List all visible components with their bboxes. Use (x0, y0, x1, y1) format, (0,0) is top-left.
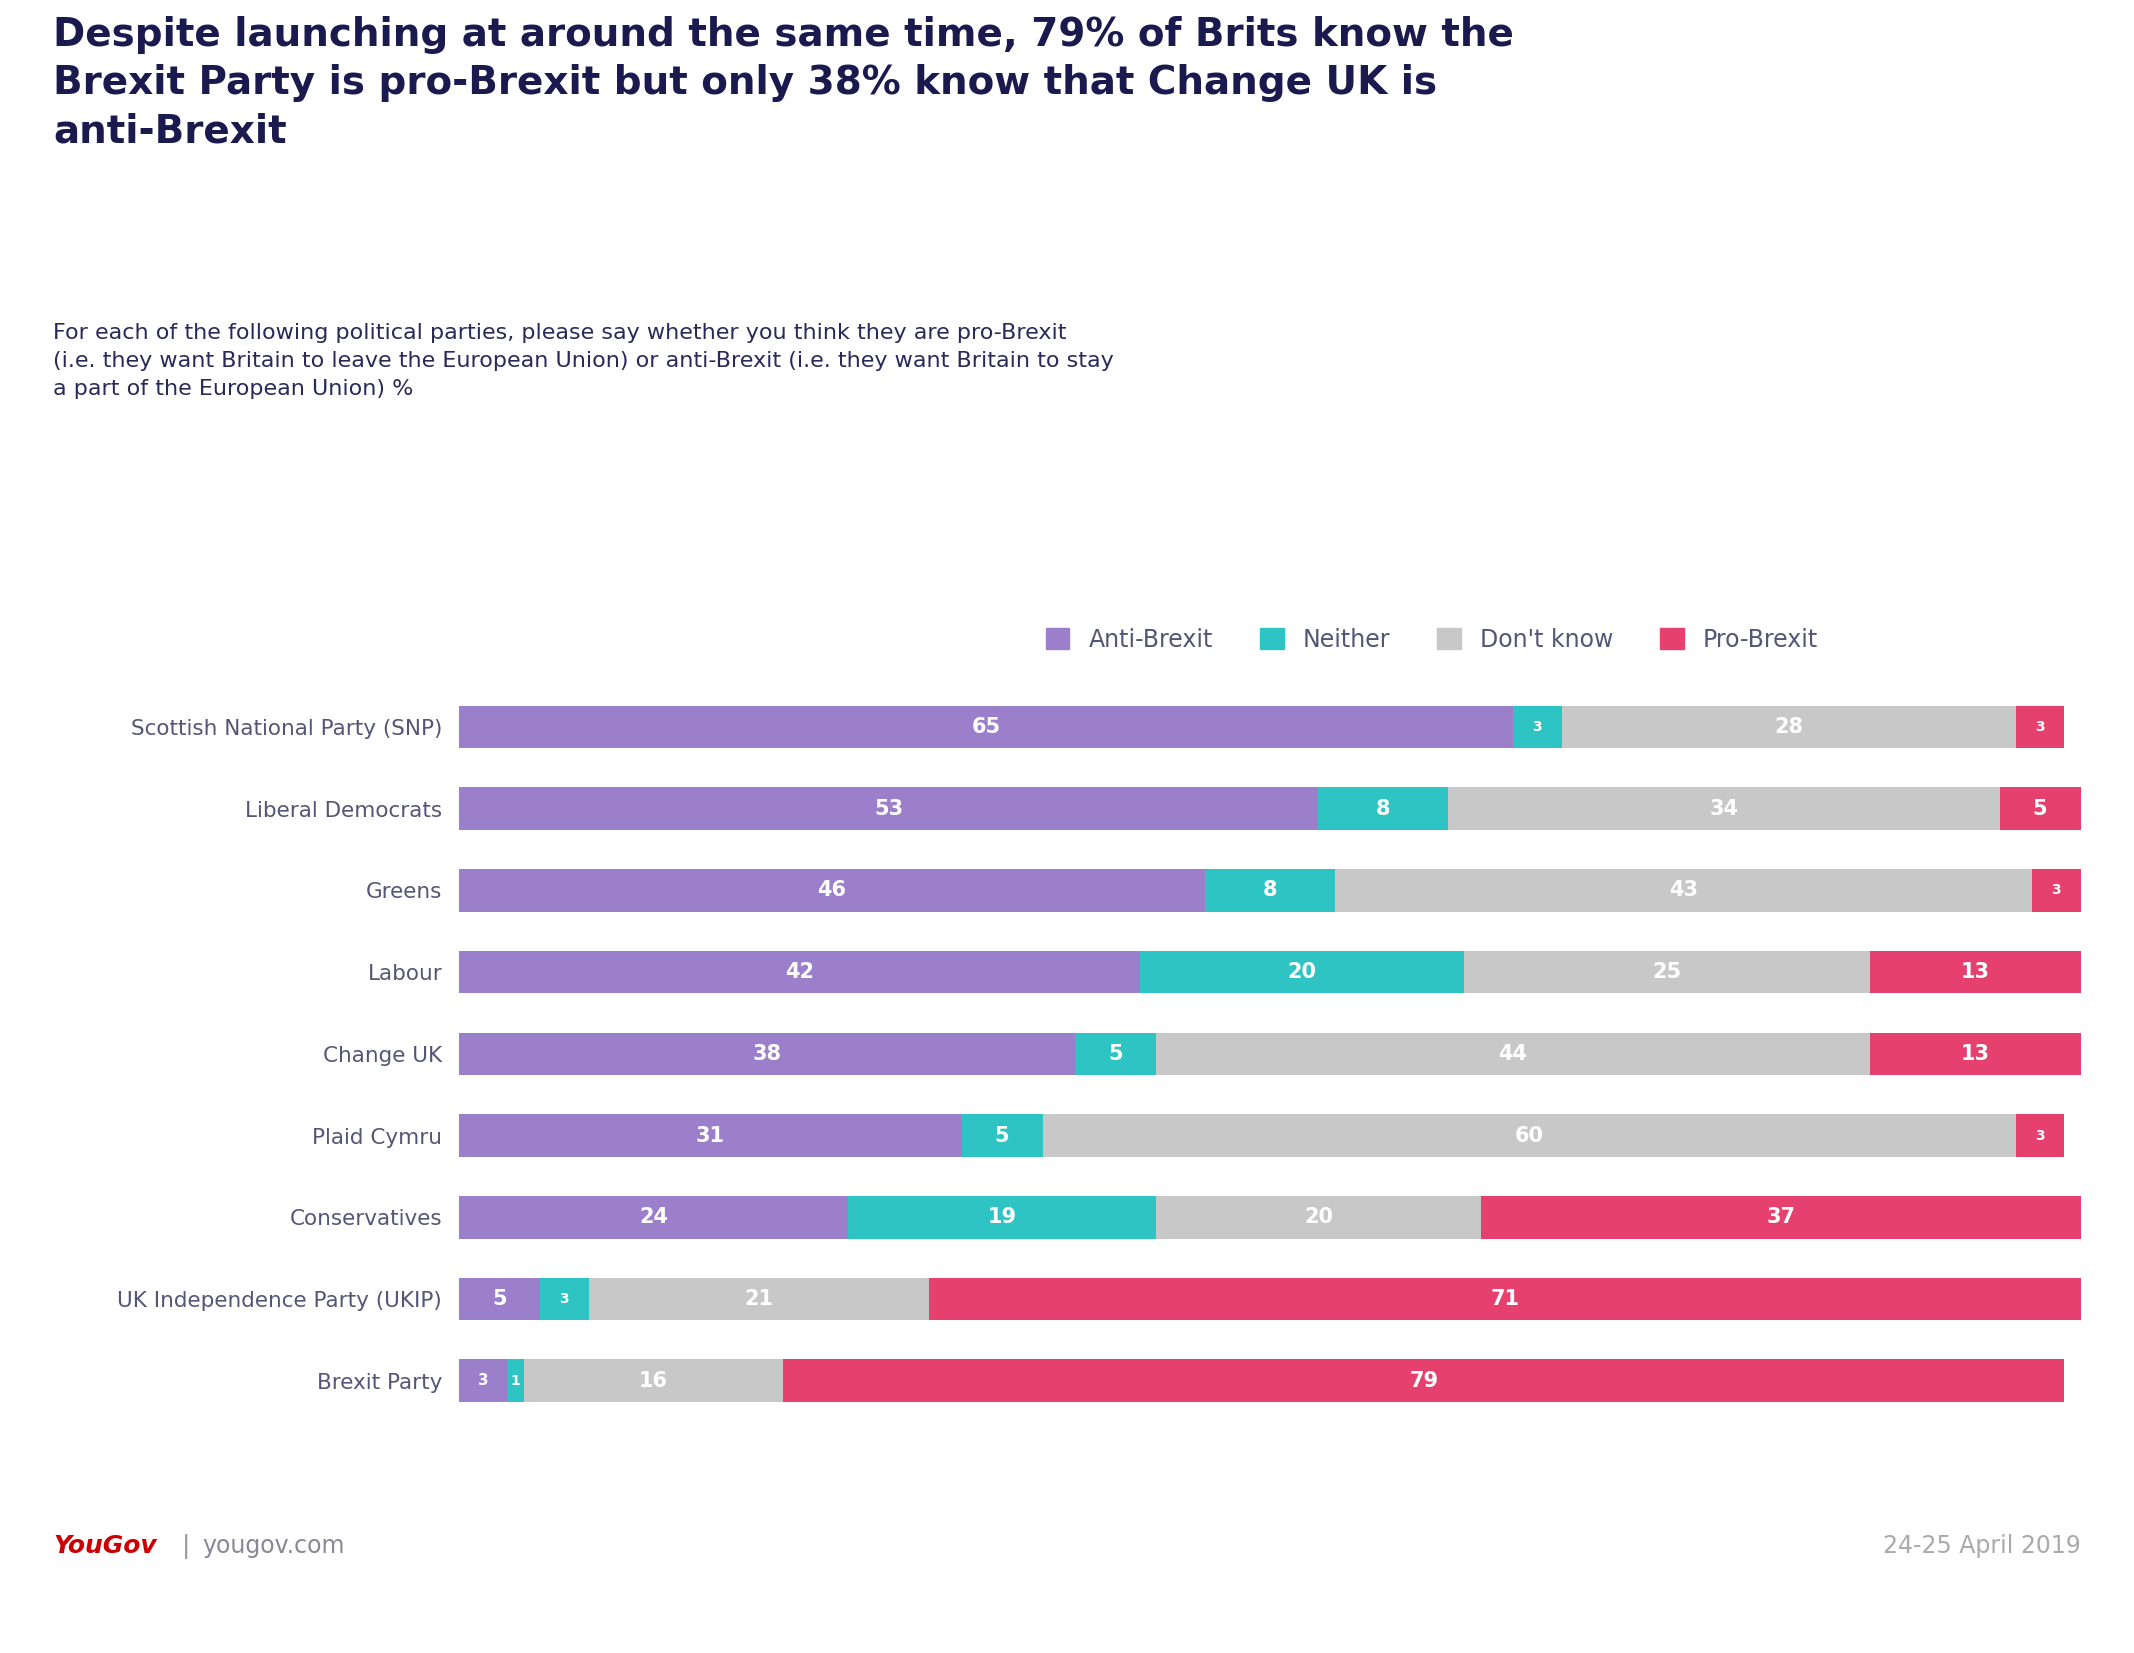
Bar (459, 1359, 508, 1402)
Bar (459, 706, 1513, 749)
Bar (459, 1033, 1076, 1074)
Bar (2000, 787, 2081, 830)
Text: 44: 44 (1498, 1043, 1528, 1065)
Bar (1513, 706, 1562, 749)
Bar (1464, 950, 1869, 993)
Bar (2017, 1114, 2064, 1157)
Bar (508, 1359, 523, 1402)
Text: 3: 3 (559, 1293, 570, 1306)
Bar (459, 869, 1206, 911)
Text: 53: 53 (875, 798, 903, 818)
Text: 65: 65 (971, 717, 1001, 737)
Bar (459, 1197, 847, 1238)
Bar (1076, 1033, 1157, 1074)
Bar (1562, 706, 2017, 749)
Text: 31: 31 (696, 1126, 726, 1146)
Text: 8: 8 (1376, 798, 1391, 818)
Text: 5: 5 (493, 1289, 506, 1309)
Text: 3: 3 (2051, 883, 2061, 898)
Text: 3: 3 (2036, 719, 2044, 734)
Text: 16: 16 (638, 1370, 668, 1390)
Text: 34: 34 (1709, 798, 1739, 818)
Text: 37: 37 (1767, 1207, 1795, 1227)
Bar (1044, 1114, 2017, 1157)
Text: 13: 13 (1961, 962, 1989, 982)
Bar (459, 950, 1140, 993)
Text: 71: 71 (1490, 1289, 1519, 1309)
Text: YouGov: YouGov (53, 1534, 158, 1559)
Text: 25: 25 (1652, 962, 1682, 982)
Bar (1319, 787, 1449, 830)
Text: 20: 20 (1304, 1207, 1334, 1227)
Text: Despite launching at around the same time, 79% of Brits know the
Brexit Party is: Despite launching at around the same tim… (53, 15, 1515, 150)
Bar (1481, 1197, 2081, 1238)
Text: 3: 3 (2036, 1129, 2044, 1142)
Bar (1157, 1033, 1869, 1074)
Text: For each of the following political parties, please say whether you think they a: For each of the following political part… (53, 322, 1114, 398)
Text: |: | (181, 1534, 190, 1559)
Bar (2017, 706, 2064, 749)
Bar (847, 1197, 1157, 1238)
Bar (1140, 950, 1464, 993)
Bar (540, 1278, 589, 1321)
Bar (589, 1278, 928, 1321)
Text: 8: 8 (1263, 881, 1276, 901)
Text: 24: 24 (638, 1207, 668, 1227)
Text: 13: 13 (1961, 1043, 1989, 1065)
Bar (962, 1114, 1044, 1157)
Text: 60: 60 (1515, 1126, 1543, 1146)
Text: 1: 1 (510, 1374, 521, 1389)
Bar (1206, 869, 1334, 911)
Bar (1157, 1197, 1481, 1238)
Bar (1869, 1033, 2081, 1074)
Legend: Anti-Brexit, Neither, Don't know, Pro-Brexit: Anti-Brexit, Neither, Don't know, Pro-Br… (1046, 628, 1818, 651)
Text: 3: 3 (1532, 719, 1543, 734)
Bar (1449, 787, 2000, 830)
Bar (783, 1359, 2064, 1402)
Text: 3: 3 (478, 1374, 489, 1389)
Bar (459, 1114, 962, 1157)
Text: yougov.com: yougov.com (203, 1534, 346, 1559)
Bar (523, 1359, 783, 1402)
Text: 43: 43 (1669, 881, 1699, 901)
Bar (1334, 869, 2032, 911)
Text: 5: 5 (2034, 798, 2047, 818)
Text: 5: 5 (994, 1126, 1009, 1146)
Text: 5: 5 (1108, 1043, 1122, 1065)
Text: 46: 46 (817, 881, 847, 901)
Bar (459, 787, 1319, 830)
Bar (459, 1278, 540, 1321)
Text: 79: 79 (1408, 1370, 1438, 1390)
Text: 42: 42 (785, 962, 813, 982)
Text: 28: 28 (1773, 717, 1803, 737)
Text: 21: 21 (745, 1289, 773, 1309)
Bar (2032, 869, 2081, 911)
Text: 38: 38 (753, 1043, 781, 1065)
Text: 19: 19 (988, 1207, 1016, 1227)
Text: 20: 20 (1287, 962, 1317, 982)
Bar (1869, 950, 2081, 993)
Text: 24-25 April 2019: 24-25 April 2019 (1882, 1534, 2081, 1559)
Bar (928, 1278, 2081, 1321)
